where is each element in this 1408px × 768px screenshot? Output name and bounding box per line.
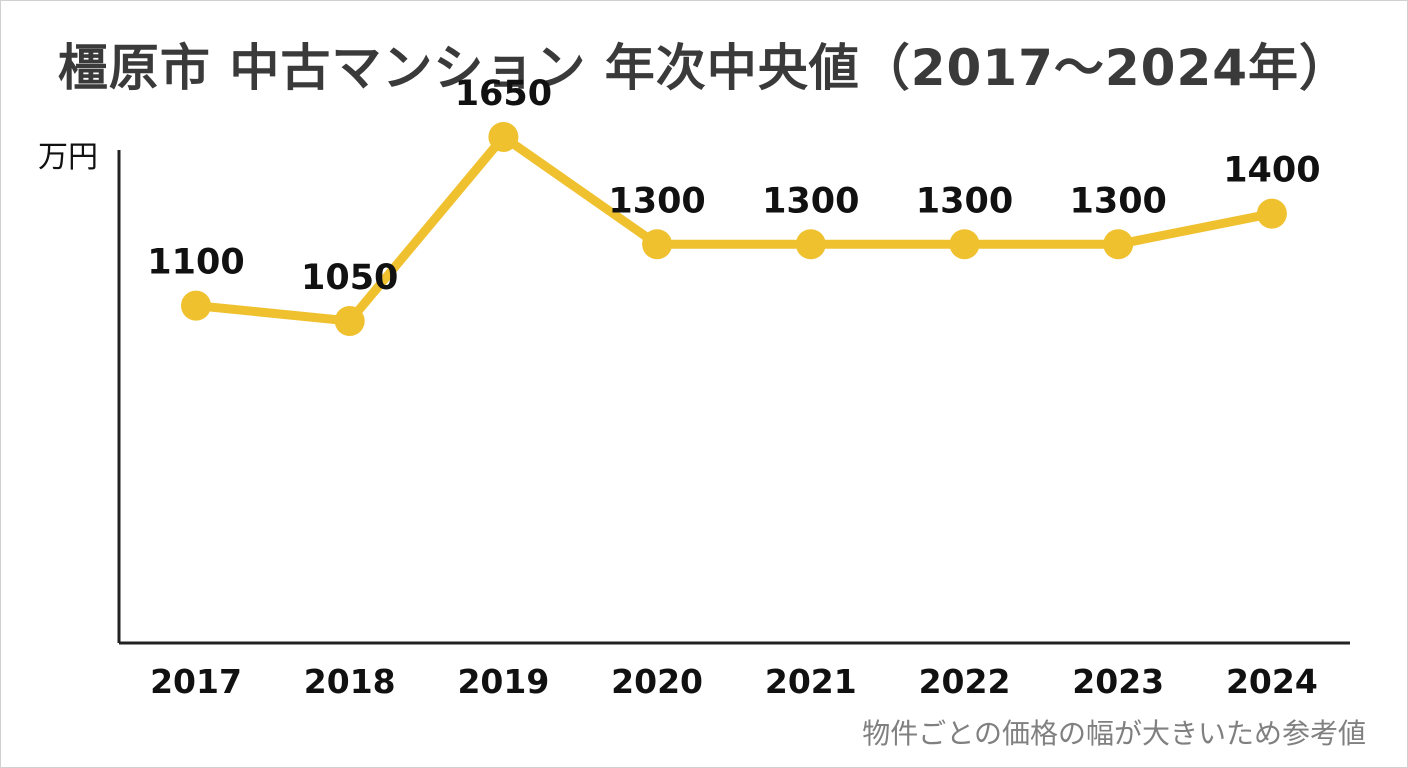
data-label-2020: 1300 bbox=[608, 181, 705, 221]
data-point-2022 bbox=[949, 229, 980, 260]
x-tick-label-2017: 2017 bbox=[150, 662, 242, 701]
x-tick-label-2022: 2022 bbox=[919, 662, 1011, 701]
data-label-2021: 1300 bbox=[762, 181, 859, 221]
series-line bbox=[191, 132, 1277, 326]
data-point-2019 bbox=[488, 121, 519, 152]
x-tick-label-2019: 2019 bbox=[457, 662, 549, 701]
data-label-2019: 1650 bbox=[455, 74, 552, 114]
data-point-2024 bbox=[1256, 198, 1287, 229]
data-label-2024: 1400 bbox=[1223, 151, 1320, 191]
data-point-2023 bbox=[1103, 229, 1134, 260]
data-label-2022: 1300 bbox=[916, 181, 1013, 221]
series-layer bbox=[181, 121, 1287, 336]
y-axis-unit-label: 万円 bbox=[38, 140, 98, 175]
x-tick-label-2020: 2020 bbox=[611, 662, 703, 701]
x-tick-label-2024: 2024 bbox=[1226, 662, 1318, 701]
x-tick-label-2023: 2023 bbox=[1072, 662, 1164, 701]
data-point-2020 bbox=[642, 229, 673, 260]
data-point-2018 bbox=[334, 305, 365, 336]
x-tick-label-2018: 2018 bbox=[304, 662, 396, 701]
chart-note: 物件ごとの価格の幅が大きいため参考値 bbox=[862, 717, 1366, 750]
chart-title: 橿原市 中古マンション 年次中央値（2017〜2024年） bbox=[57, 39, 1351, 97]
data-point-2021 bbox=[795, 229, 826, 260]
x-tick-labels: 2017 2018 2019 2020 2021 2022 2023 2024 bbox=[150, 662, 1318, 701]
data-point-2017 bbox=[181, 290, 211, 321]
data-label-2023: 1300 bbox=[1069, 181, 1166, 221]
data-label-2018: 1050 bbox=[301, 258, 398, 298]
data-label-2017: 1100 bbox=[147, 243, 244, 283]
axes bbox=[117, 150, 1350, 645]
data-labels: 1100 1050 1650 1300 1300 1300 1300 1400 bbox=[147, 74, 1320, 298]
x-tick-label-2021: 2021 bbox=[765, 662, 857, 701]
